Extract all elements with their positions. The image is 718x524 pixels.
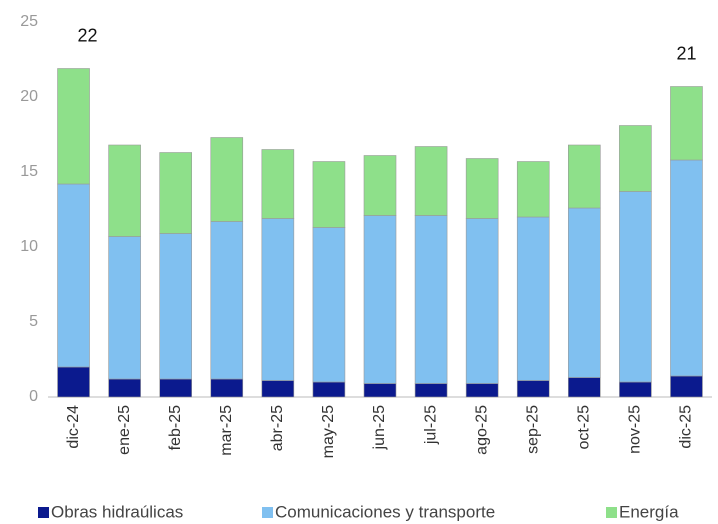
bar-segment	[312, 161, 346, 228]
bar-segment	[159, 152, 192, 234]
bar-segment	[312, 227, 346, 383]
x-tick-label: sep-25	[524, 405, 541, 454]
bar-segment	[159, 233, 192, 380]
total-label: 22	[78, 25, 98, 45]
legend-label: Energía	[619, 502, 679, 521]
x-tick-label: oct-25	[576, 405, 593, 450]
bar-segment	[465, 158, 499, 219]
x-tick-label: may-25	[320, 405, 337, 458]
x-tick-label: ene-25	[116, 405, 133, 455]
y-tick-label: 5	[29, 313, 38, 330]
legend-swatch	[38, 507, 49, 518]
x-tick-label: nov-25	[627, 405, 644, 454]
bar-segment	[261, 380, 295, 398]
bar-segment	[414, 146, 448, 216]
bar-segment	[414, 383, 448, 398]
bar-segment	[465, 218, 499, 384]
bar-segment	[108, 144, 141, 237]
x-tick-label: dic-25	[678, 405, 695, 449]
bar-segment	[210, 221, 244, 380]
legend-swatch	[262, 507, 273, 518]
bar-segment	[465, 383, 499, 398]
x-tick-label: mar-25	[218, 405, 235, 456]
x-tick-label: jun-25	[371, 405, 388, 451]
bar-segment	[108, 236, 141, 380]
legend-label: Obras hidraúlicas	[51, 502, 183, 521]
bar-segment	[261, 149, 295, 219]
bar-segment	[619, 125, 652, 192]
bar-segment	[516, 380, 550, 398]
x-tick-label: ago-25	[473, 405, 490, 455]
bar-segment	[568, 377, 601, 398]
bar-segment	[568, 144, 601, 209]
bar-segment	[312, 381, 346, 398]
y-tick-label: 25	[20, 13, 38, 30]
bar-segment	[108, 378, 141, 398]
bar-segment	[516, 216, 550, 381]
legend-label: Comunicaciones y transporte	[275, 502, 495, 521]
bar-segment	[363, 383, 397, 398]
bar-segment	[210, 378, 244, 398]
bar-segment	[568, 207, 601, 378]
bar-segment	[516, 161, 550, 218]
x-tick-label: jul-25	[422, 405, 439, 445]
bar-segment	[670, 159, 703, 377]
x-tick-label: abr-25	[269, 405, 286, 451]
bar-segment	[57, 68, 90, 185]
y-tick-label: 15	[20, 163, 38, 180]
bar-segment	[159, 378, 192, 398]
x-tick-label: dic-24	[65, 405, 82, 449]
bar-segment	[670, 375, 703, 398]
bar-segment	[363, 215, 397, 384]
y-tick-label: 0	[29, 388, 38, 405]
y-tick-label: 20	[20, 88, 38, 105]
x-tick-label: feb-25	[167, 405, 184, 450]
bar-segment	[57, 183, 90, 368]
bar-segment	[57, 366, 90, 398]
bar-segment	[210, 137, 244, 222]
bar-segment	[619, 191, 652, 383]
bar-segment	[261, 218, 295, 381]
bar-segment	[670, 86, 703, 161]
bar-segment	[414, 215, 448, 384]
legend-swatch	[606, 507, 617, 518]
bar-segment	[363, 155, 397, 216]
total-label: 21	[676, 43, 696, 63]
y-tick-label: 10	[20, 238, 38, 255]
bar-segment	[619, 381, 652, 398]
